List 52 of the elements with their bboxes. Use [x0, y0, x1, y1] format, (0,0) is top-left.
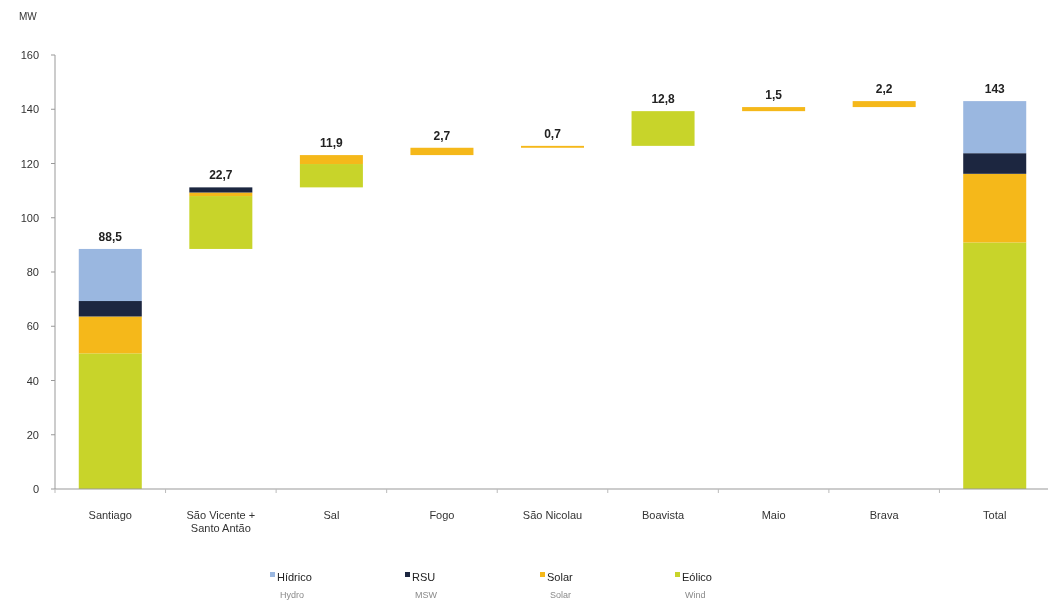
bar	[189, 187, 253, 193]
total-label: 2,7	[433, 128, 451, 143]
legend-label: Hídrico	[277, 571, 312, 583]
total-label: 12,8	[651, 92, 676, 107]
x-tick-label: Brava	[869, 509, 900, 521]
bar	[78, 316, 142, 354]
y-axis-title: MW	[19, 11, 38, 22]
y-tick-label: 140	[20, 103, 39, 116]
bar	[963, 242, 1027, 489]
total-label: 1,5	[765, 88, 783, 103]
bar	[410, 147, 474, 156]
bar	[852, 101, 916, 108]
y-tick-label: 40	[26, 374, 39, 387]
y-tick-label: 0	[32, 483, 39, 495]
total-label: 143	[984, 82, 1006, 97]
x-tick-label: São Vicente + Santo Antão	[186, 509, 256, 534]
x-tick-label: Maio	[761, 509, 786, 521]
text: Wind	[685, 590, 706, 600]
x-tick-label: Santiago	[88, 509, 132, 521]
legend-label: Solar	[547, 571, 574, 583]
bar	[299, 155, 363, 165]
bar	[631, 111, 695, 146]
bar	[78, 353, 142, 489]
y-tick-label: 60	[26, 320, 39, 333]
bar	[189, 196, 253, 249]
total-label: 2,2	[875, 82, 893, 97]
text: Solar	[550, 590, 572, 600]
x-tick-label: Boavista	[641, 509, 686, 521]
y-tick-label: 120	[20, 157, 39, 170]
y-tick-label: 20	[26, 428, 39, 441]
legend-label: RSU	[412, 571, 436, 583]
x-tick-label: Total	[983, 509, 1007, 521]
x-tick-label: São Nicolau	[522, 509, 583, 521]
bar	[78, 301, 142, 317]
text: MSW	[415, 590, 438, 600]
y-tick-label: 100	[20, 211, 39, 224]
total-label: 22,7	[209, 168, 233, 183]
bar	[963, 173, 1027, 243]
total-label: 88,5	[98, 229, 123, 244]
x-tick-label: Sal	[323, 509, 340, 521]
text: Hydro	[280, 590, 305, 600]
total-label: 0,7	[544, 126, 562, 141]
total-label: 11,9	[320, 136, 344, 151]
bar	[963, 101, 1027, 154]
bar	[742, 107, 806, 112]
bar	[299, 164, 363, 188]
bar	[78, 248, 142, 302]
y-tick-label: 160	[20, 49, 39, 61]
y-tick-label: 80	[26, 266, 39, 278]
bar	[963, 153, 1027, 174]
x-tick-label: Fogo	[429, 509, 455, 521]
legend-label: Eólico	[682, 571, 712, 583]
